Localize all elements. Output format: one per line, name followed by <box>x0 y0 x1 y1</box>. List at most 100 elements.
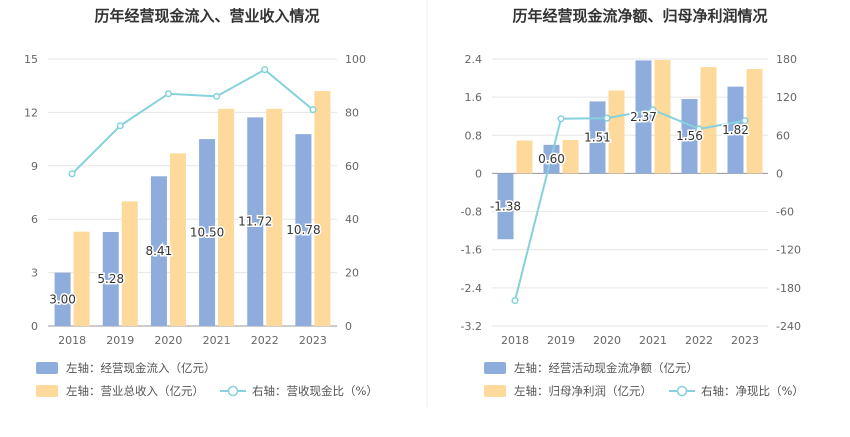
right-axis-tick-label: -120 <box>776 244 801 257</box>
right-axis-tick-label: -60 <box>776 206 794 219</box>
left-axis-tick-label: 0 <box>31 320 38 333</box>
chart-1-title: 历年经营现金流入、营业收入情况 <box>94 7 319 25</box>
chart-1: 0 3 6 9 12 15 0 20 40 60 80 100 2018 2019 2020 2021 2022… <box>24 53 378 398</box>
bar <box>700 67 717 174</box>
legend-label: 左轴：归母净利润（亿元） <box>514 384 652 398</box>
bar <box>746 69 763 174</box>
bar-data-label: 3.00 <box>49 292 76 306</box>
legend-swatch <box>484 385 506 397</box>
legend-label: 右轴：净现比（%） <box>701 384 804 398</box>
bar <box>562 140 579 174</box>
bar-data-label: 8.41 <box>146 244 173 258</box>
bar-data-label: 1.51 <box>584 130 611 144</box>
line-point <box>511 297 519 305</box>
left-axis-tick-label: 12 <box>24 106 38 119</box>
right-axis-tick-label: -180 <box>776 282 801 295</box>
right-axis-tick-label: 80 <box>345 106 359 119</box>
bar <box>102 232 119 326</box>
left-axis-tick-label: -2.4 <box>461 282 482 295</box>
x-axis-tick-label: 2019 <box>547 334 575 347</box>
line-point <box>741 117 749 125</box>
bar <box>199 139 216 326</box>
bar-data-label: 0.60 <box>538 152 565 166</box>
bar <box>73 231 90 326</box>
line-point <box>261 66 269 74</box>
bar <box>589 101 606 174</box>
legend-swatch <box>36 385 58 397</box>
legend-label: 右轴：营收现金比（%） <box>252 384 378 398</box>
x-axis-tick-label: 2023 <box>299 334 327 347</box>
bar <box>608 90 625 174</box>
right-axis-tick-label: 180 <box>776 53 797 66</box>
bar <box>654 59 671 174</box>
bar <box>121 201 138 326</box>
legend-marker <box>227 385 239 397</box>
right-axis-tick-label: 60 <box>345 160 359 173</box>
bar-data-label: 5.28 <box>97 272 124 286</box>
legend-swatch <box>36 362 58 374</box>
x-axis-tick-label: 2020 <box>154 334 182 347</box>
x-axis-tick-label: 2019 <box>106 334 134 347</box>
bar-data-label: 10.78 <box>286 223 320 237</box>
x-axis-tick-label: 2023 <box>731 334 759 347</box>
series-line <box>514 108 746 301</box>
left-axis-tick-label: 15 <box>24 53 38 66</box>
bar <box>218 108 235 326</box>
line-point <box>309 106 317 114</box>
legend-label: 左轴：经营活动现金流净额（亿元） <box>514 361 698 375</box>
series-line <box>71 68 314 175</box>
right-axis-tick-label: 0 <box>776 167 783 180</box>
legend-label: 左轴：营业总收入（亿元） <box>66 384 204 398</box>
x-axis-tick-label: 2018 <box>501 334 529 347</box>
bar <box>497 173 514 240</box>
line-point <box>557 115 565 123</box>
x-axis-tick-label: 2018 <box>58 334 86 347</box>
bar <box>266 108 283 326</box>
x-axis-tick-label: 2022 <box>251 334 279 347</box>
right-axis-tick-label: 100 <box>345 53 366 66</box>
left-axis-tick-label: 9 <box>31 160 38 173</box>
right-axis-tick-label: 0 <box>345 320 352 333</box>
legend-label: 左轴：经营现金流入（亿元） <box>66 361 216 375</box>
left-axis-tick-label: 2.4 <box>465 53 483 66</box>
bar <box>169 153 186 326</box>
bar <box>681 99 698 174</box>
chart-2-title: 历年经营现金流净额、归母净利润情况 <box>512 7 767 25</box>
left-axis-tick-label: -0.8 <box>461 206 482 219</box>
bar-data-label: 1.56 <box>676 129 703 143</box>
line-point <box>213 92 221 100</box>
line-point <box>164 90 172 98</box>
x-axis-tick-label: 2021 <box>639 334 667 347</box>
line-point <box>68 170 76 178</box>
left-axis-tick-label: 3 <box>31 267 38 280</box>
right-axis-tick-label: 20 <box>345 267 359 280</box>
bar-data-label: 1.82 <box>722 123 749 137</box>
x-axis-tick-label: 2021 <box>203 334 231 347</box>
bar <box>247 117 264 326</box>
right-axis-tick-label: -240 <box>776 320 801 333</box>
bar <box>727 86 744 174</box>
bar-data-label: 11.72 <box>238 215 272 229</box>
right-axis-tick-label: 60 <box>776 129 790 142</box>
bar <box>54 272 71 326</box>
line-point <box>116 122 124 130</box>
left-axis-tick-label: -3.2 <box>461 320 482 333</box>
right-axis-tick-label: 40 <box>345 213 359 226</box>
legend-marker <box>676 385 688 397</box>
left-axis-tick-label: -1.6 <box>461 244 482 257</box>
bar <box>516 140 533 174</box>
left-axis-tick-label: 0 <box>475 167 482 180</box>
left-axis-tick-label: 6 <box>31 213 38 226</box>
line-point <box>695 125 703 133</box>
left-axis-tick-label: 1.6 <box>465 91 483 104</box>
chart-2: -3.2 -2.4 -1.6 -0.8 0 0.8 1.6 2.4 -240 -180 -120 -6… <box>461 53 804 398</box>
x-axis-tick-label: 2020 <box>593 334 621 347</box>
legend-swatch <box>484 362 506 374</box>
bar <box>635 60 652 174</box>
line-point <box>649 106 657 114</box>
bar-data-label: -1.38 <box>490 199 521 213</box>
bar <box>295 134 312 326</box>
bar-data-label: 10.50 <box>190 226 224 240</box>
x-axis-tick-label: 2022 <box>685 334 713 347</box>
